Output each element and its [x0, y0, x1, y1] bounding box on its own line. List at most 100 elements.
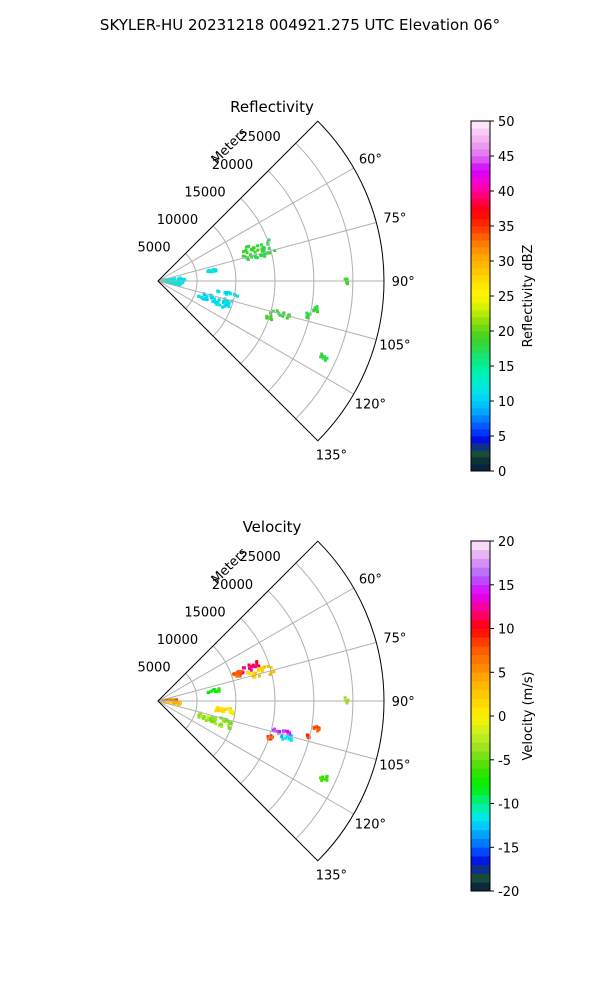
colorbar-segment: [471, 593, 490, 603]
echo-gate: [227, 291, 231, 295]
azimuth-spoke: [157, 700, 354, 815]
echo-gate: [226, 719, 230, 723]
colorbar-segment: [471, 275, 490, 283]
echo-gate: [173, 277, 176, 281]
echo-gate: [172, 701, 176, 705]
echo-gate: [174, 282, 178, 286]
echo-gate: [345, 277, 349, 281]
echo-gate: [266, 735, 270, 739]
echo-gate: [324, 357, 328, 360]
echo-gate: [238, 671, 242, 675]
figure-title: SKYLER-HU 20231218 004921.275 UTC Elevat…: [99, 16, 501, 34]
colorbar-segment: [471, 759, 490, 769]
echo-gate: [322, 777, 326, 781]
colorbar-segment: [471, 663, 490, 673]
colorbar-tick-label: 5: [498, 666, 506, 681]
echo-gate: [214, 301, 218, 305]
echo-gate: [167, 278, 171, 282]
echo-gate: [269, 734, 273, 738]
colorbar-segment: [471, 619, 490, 629]
echo-gate: [243, 666, 246, 670]
echo-gate: [320, 354, 324, 358]
echo-gate: [213, 297, 216, 301]
azimuth-tick-label: 60°: [359, 572, 382, 587]
echo-gate: [323, 358, 327, 362]
colorbar-tick-label: 40: [498, 185, 515, 200]
colorbar-segment: [471, 602, 490, 612]
echo-gate: [227, 723, 231, 727]
echo-gate: [255, 660, 259, 664]
echo-gate: [207, 269, 211, 272]
colorbar-segment: [471, 170, 490, 178]
echo-gate: [305, 315, 309, 319]
azimuth-tick-label: 135°: [316, 868, 347, 883]
echo-gate: [259, 243, 263, 247]
echo-gate: [265, 316, 269, 320]
colorbar-segment: [471, 359, 490, 367]
colorbar-segment: [471, 247, 490, 255]
echo-gate: [270, 736, 274, 739]
echo-gate: [287, 313, 291, 317]
colorbar-label: Velocity (m/s): [521, 671, 536, 760]
echo-gate: [321, 775, 325, 779]
echo-gate: [343, 277, 347, 281]
azimuth-tick-label: 75°: [383, 632, 406, 647]
colorbar-segment: [471, 457, 490, 465]
colorbar-segment: [471, 380, 490, 388]
colorbar-segment: [471, 205, 490, 213]
echo-gate: [244, 249, 248, 252]
echo-gate: [204, 294, 208, 298]
echo-gate: [237, 674, 241, 678]
echo-gate: [343, 696, 347, 700]
echo-gate: [203, 293, 206, 296]
echo-gate: [273, 727, 276, 731]
echo-layer: [158, 238, 350, 362]
echo-gate: [214, 718, 218, 722]
colorbar-tick-label: 20: [498, 325, 515, 340]
echo-gate: [285, 316, 289, 320]
echo-gate: [247, 244, 251, 248]
echo-gate: [197, 715, 201, 719]
azimuth-tick-label: 135°: [316, 448, 347, 463]
echo-gate: [261, 245, 265, 249]
echo-gate: [261, 667, 265, 671]
colorbar-segment: [471, 296, 490, 304]
colorbar-tick-label: 20: [498, 535, 515, 550]
echo-gate: [211, 268, 215, 272]
colorbar-segment: [471, 429, 490, 437]
azimuth-spoke: [157, 167, 354, 282]
echo-gate: [317, 728, 321, 731]
colorbar-segment: [471, 786, 490, 796]
echo-gate: [316, 726, 320, 730]
azimuth-tick-label: 105°: [379, 339, 410, 354]
echo-gate: [257, 667, 261, 671]
echo-gate: [285, 729, 289, 733]
colorbar-segment: [471, 541, 490, 551]
echo-gate: [271, 309, 275, 313]
echo-gate: [227, 305, 231, 309]
echo-gate: [204, 296, 208, 300]
range-tick-label: 5000: [138, 660, 171, 675]
echo-gate: [243, 255, 247, 259]
colorbar-segment: [471, 698, 490, 708]
echo-gate: [278, 730, 281, 734]
colorbar-tick-label: 15: [498, 360, 515, 375]
polar-panel-velocity: 60° 75° 90° 105° 120° 135° 5000 10000 15000 20000…: [138, 518, 536, 900]
colorbar-segment: [471, 742, 490, 752]
colorbar-segment: [471, 777, 490, 787]
azimuth-tick-label: 90°: [392, 275, 415, 290]
echo-gate: [221, 305, 225, 309]
colorbar-segment: [471, 394, 490, 402]
colorbar-segment: [471, 156, 490, 164]
echo-gate: [218, 303, 222, 307]
echo-gate: [287, 737, 291, 741]
echo-gate: [207, 690, 211, 694]
colorbar-segment: [471, 637, 490, 647]
echo-gate: [247, 663, 251, 667]
colorbar-tick-label: 15: [498, 579, 515, 594]
echo-gate: [315, 308, 319, 311]
echo-gate: [214, 722, 218, 726]
echo-gate: [320, 352, 324, 356]
panel-title: Velocity: [243, 518, 302, 536]
